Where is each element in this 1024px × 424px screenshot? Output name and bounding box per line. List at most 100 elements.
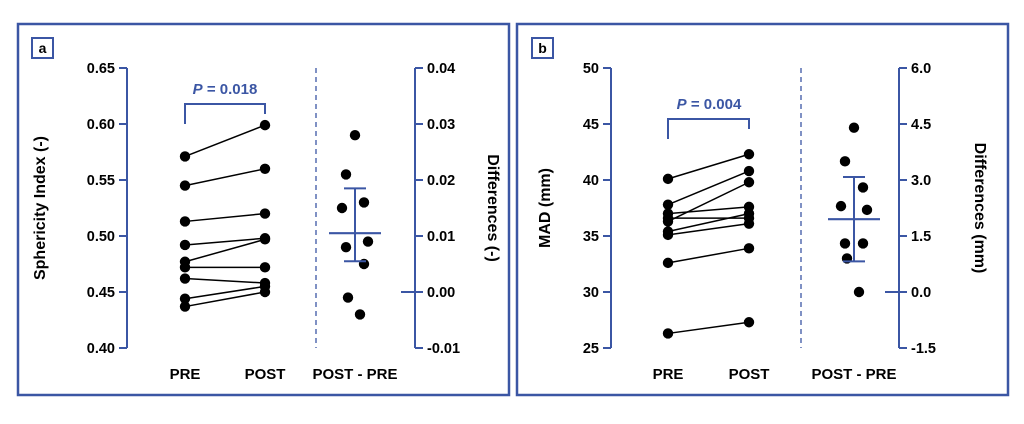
panel-a-frame — [16, 22, 511, 397]
panel-b-category-label: POST - PRE — [811, 366, 896, 383]
panel-b-letter-box — [531, 37, 554, 59]
panel-a-y-axis-title: Sphericity Index (-) — [32, 136, 49, 280]
panel-a-y2-tick-label: -0.01 — [427, 341, 460, 357]
panel-b-difference-point — [861, 204, 873, 216]
panel-b-frame — [515, 22, 1010, 397]
panel-a-post-point — [259, 262, 271, 273]
panel-a-y-tick-label: 0.60 — [87, 117, 115, 133]
panel-b-y-tick-label: 25 — [583, 341, 599, 357]
panel-a: a 0.40 0.45 0.50 0.55 0.60 0.65 -0.01 0.00 0.01 0… — [16, 22, 511, 397]
panel-a-pre-point — [179, 239, 191, 251]
panel-b-post-point — [743, 177, 755, 188]
panel-a-letter: a — [39, 40, 47, 56]
panel-a-y2-tick-label: 0.02 — [427, 173, 455, 189]
panel-a-pair-line — [184, 291, 266, 308]
panel-b-pre-point — [662, 173, 674, 185]
panel-b-pair-line — [667, 212, 750, 233]
panel-b-difference-point — [839, 156, 851, 167]
panel-b-y-tick-label: 30 — [583, 285, 599, 301]
panel-b-post-point — [743, 218, 755, 229]
panel-b-pair-line — [667, 153, 750, 180]
panel-a-y2-tick-label: 0.03 — [427, 117, 455, 133]
panel-b-pre-point — [662, 328, 674, 339]
panel-a-y-tick-label: 0.50 — [87, 229, 115, 245]
panel-a-post-point — [259, 119, 271, 131]
panel-b-category-label: PRE — [653, 366, 684, 383]
panel-b-y2-tick-label: 1.5 — [911, 229, 931, 245]
panel-a-post-point — [259, 286, 271, 298]
panel-b-pair-line — [667, 222, 750, 236]
panel-a-pre-point — [179, 301, 191, 312]
panel-b-pre-point — [662, 229, 674, 241]
panel-a-pair-line — [184, 285, 266, 300]
panel-a-difference-point — [358, 197, 370, 208]
panel-a-post-point — [259, 208, 271, 219]
panel-b-y2-tick-label: -1.5 — [911, 341, 936, 357]
panel-a-difference-point — [354, 309, 366, 320]
panel-a-p-symbol: P — [193, 81, 204, 98]
panel-a-p-value: = 0.018 — [203, 81, 258, 98]
panel-a-difference-point — [362, 236, 374, 247]
panel-a-difference-point — [342, 292, 354, 303]
panel-a-difference-point — [340, 169, 352, 180]
panel-a-y-tick-label: 0.40 — [87, 341, 115, 357]
panel-a-pair-line — [184, 212, 266, 223]
panel-a-pre-point — [179, 273, 191, 284]
panel-b-y2-tick-label: 3.0 — [911, 173, 931, 189]
panel-b-pair-line — [667, 321, 750, 335]
panel-b-pair-line — [667, 170, 750, 206]
panel-b-post-point — [743, 208, 755, 219]
panel-a-letter-box — [31, 37, 54, 59]
panel-a-y-tick-label: 0.45 — [87, 285, 115, 301]
panel-b-difference-point — [857, 182, 869, 193]
panel-a-category-label: PRE — [170, 366, 201, 383]
panel-a-pair-line — [184, 237, 266, 246]
panel-b-p-symbol: P — [677, 96, 688, 113]
panel-a-pre-point — [179, 151, 191, 162]
panel-b-pre-point — [662, 257, 674, 269]
panel-a-difference-point — [340, 242, 352, 253]
panel-b-y2-tick-label: 0.0 — [911, 285, 931, 301]
panel-b-p-value-label: P = 0.004 — [677, 96, 742, 113]
panel-a-post-point — [259, 234, 271, 245]
panel-a-y2-axis-title: Differences (-) — [484, 154, 501, 262]
panel-a-significance-bracket — [184, 103, 266, 124]
panel-a-y2-tick-label: 0.01 — [427, 229, 455, 245]
panel-b-y-tick-label: 45 — [583, 117, 599, 133]
panel-a-pre-point — [179, 293, 191, 304]
panel-b-y2-tick-label: 6.0 — [911, 61, 931, 77]
panel-b-p-value: = 0.004 — [687, 96, 742, 113]
panel-b-pre-point — [662, 216, 674, 227]
panel-b-y-tick-label: 35 — [583, 229, 599, 245]
panel-b-difference-point — [857, 238, 869, 249]
panel-b-post-point — [743, 317, 755, 328]
panel-b-difference-point — [848, 122, 860, 133]
panel-b-post-point — [743, 149, 755, 160]
panel-a-pre-point — [179, 262, 191, 273]
panel-a-y2-tick-label: 0.04 — [427, 61, 455, 77]
panel-a-pair-line — [184, 238, 266, 263]
panel-b-y-axis-title: MAD (mm) — [537, 168, 554, 248]
panel-b-pair-line — [667, 206, 750, 215]
panel-a-y2-tick-label: 0.00 — [427, 285, 455, 301]
panel-b-y-tick-label: 40 — [583, 173, 599, 189]
panel-a-y-tick-label: 0.65 — [87, 61, 115, 77]
panel-b-difference-point — [853, 286, 865, 298]
panel-a-category-label: POST - PRE — [312, 366, 397, 383]
panel-b-difference-point — [839, 238, 851, 249]
panel-b-significance-bracket — [667, 118, 750, 139]
panel-b-y2-tick-label: 4.5 — [911, 117, 931, 133]
panel-a-y-tick-label: 0.55 — [87, 173, 115, 189]
panel-b-pre-point — [662, 199, 674, 210]
panel-b-post-point — [743, 243, 755, 254]
panel-b-pair-line — [667, 247, 750, 264]
panel-b-pair-line — [667, 181, 750, 223]
panel-a-pre-point — [179, 180, 191, 191]
panel-a-pair-line — [184, 168, 266, 187]
panel-b: b 25 30 35 40 45 50 -1.5 0.0 1.5 3.0 4.5 6.0 MAD (mm… — [515, 22, 1010, 397]
panel-a-pair-line — [184, 124, 266, 158]
panel-b-letter: b — [538, 40, 547, 56]
panel-b-post-point — [743, 165, 755, 177]
panel-a-difference-point — [349, 130, 361, 141]
